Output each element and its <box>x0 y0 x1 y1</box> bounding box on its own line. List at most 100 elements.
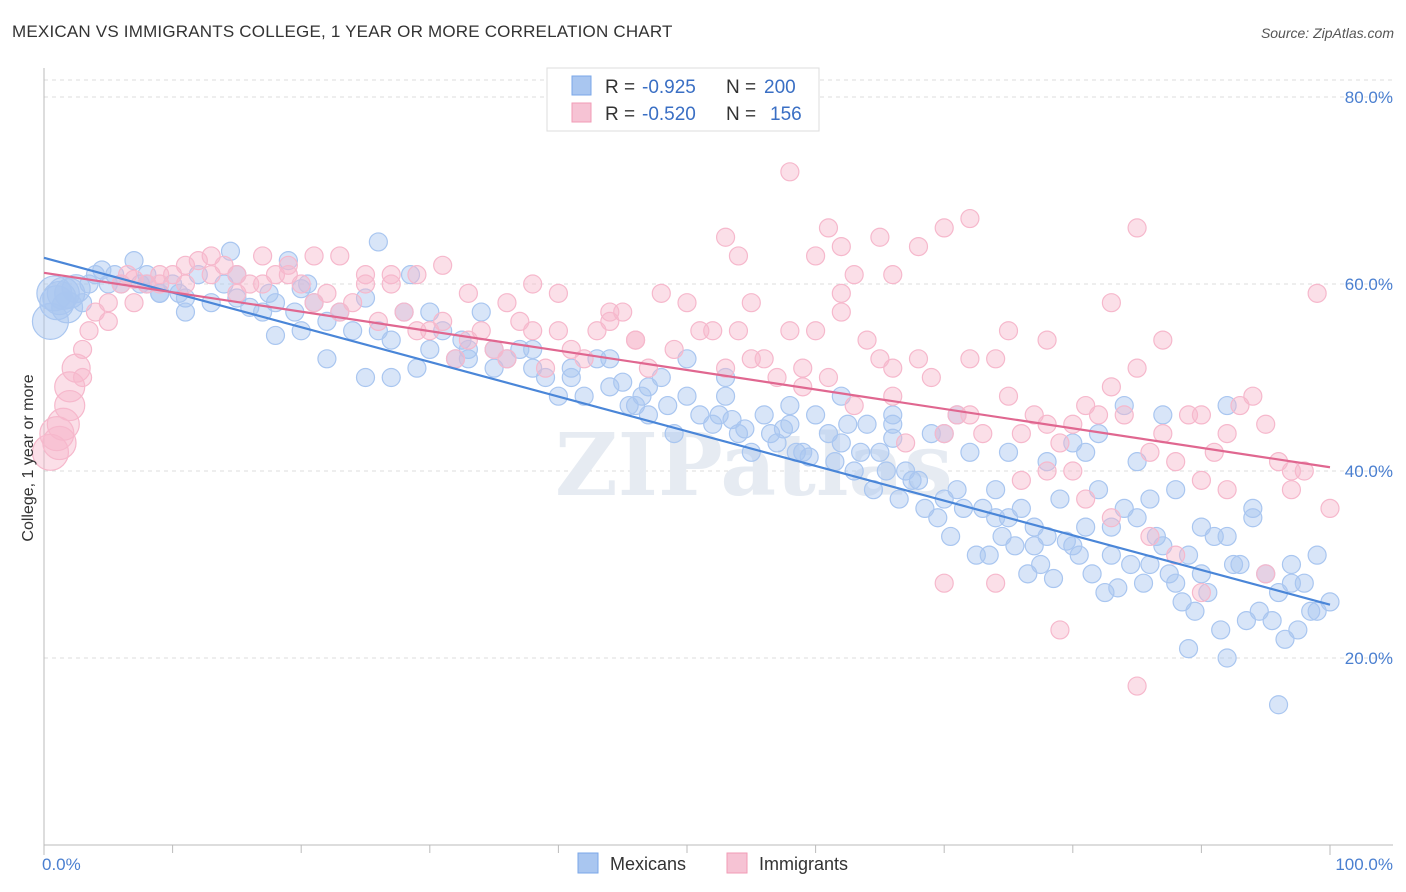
mexicans-point <box>1281 573 1302 593</box>
immigrants-point <box>728 321 749 341</box>
mexicans-point <box>600 377 620 397</box>
mexicans-point <box>767 433 787 453</box>
legend-box <box>546 67 820 132</box>
mexicans-point <box>1050 489 1070 509</box>
mexicans-point <box>1121 554 1141 575</box>
mexicans-point <box>902 470 922 490</box>
immigrants-point <box>79 321 99 341</box>
immigrants-point <box>46 407 80 441</box>
mexicans-point <box>1076 517 1096 537</box>
mexicans-point <box>805 405 826 425</box>
immigrants-point <box>201 246 221 266</box>
immigrants-point <box>1217 480 1237 500</box>
immigrants-point <box>510 311 530 331</box>
mexicans-point <box>986 508 1006 528</box>
mexicans-point <box>1243 498 1263 518</box>
mexicans-point <box>1108 578 1128 598</box>
bottom-legend-label-mexicans: Mexicans <box>610 854 686 874</box>
immigrants-point <box>1230 395 1250 416</box>
mexicans-point <box>1217 648 1237 668</box>
immigrants-point <box>407 265 427 285</box>
mexicans-point <box>1268 695 1289 715</box>
immigrants-point <box>227 265 247 285</box>
immigrants-point <box>214 255 234 275</box>
mexicans-point <box>754 405 774 425</box>
mexicans-point <box>773 419 794 439</box>
immigrants-point <box>600 311 620 331</box>
immigrants-point <box>497 349 517 369</box>
mexicans-point <box>870 442 890 462</box>
immigrants-point <box>664 339 684 360</box>
mexicans-point <box>1198 582 1218 603</box>
y-tick-label-60: 60.0% <box>1345 275 1393 294</box>
immigrants-point <box>1050 433 1070 453</box>
immigrants-point <box>278 265 298 285</box>
immigrants-point <box>1217 424 1237 444</box>
mexicans-point <box>259 283 279 303</box>
immigrants-point <box>72 367 93 388</box>
immigrants-point <box>741 293 761 313</box>
immigrants-point <box>818 367 839 388</box>
mexicans-point <box>1249 601 1269 621</box>
immigrants-point <box>1076 395 1096 416</box>
mexicans-point <box>1262 610 1282 631</box>
mexicans-point <box>420 339 440 360</box>
legend-r-value-1: -0.925 <box>642 77 696 98</box>
immigrants-point <box>728 246 749 266</box>
immigrants-point <box>960 405 980 425</box>
immigrants-point <box>1101 293 1121 313</box>
immigrants-point <box>535 358 556 378</box>
immigrants-point <box>355 265 376 285</box>
legend: R = -0.925 N = 200 R = -0.520 N = 156 <box>546 67 820 132</box>
mexicans-point <box>1178 639 1199 659</box>
y-tick-labels: 20.0% 40.0% 60.0% 80.0% <box>1345 88 1393 668</box>
immigrants-point <box>98 293 118 313</box>
immigrants-point <box>934 424 954 444</box>
immigrants-point <box>960 208 980 229</box>
mexicans-point <box>998 442 1019 462</box>
immigrants-point <box>1088 405 1109 425</box>
mexicans-point <box>799 447 819 467</box>
mexicans-point <box>1018 564 1038 584</box>
x-tick-labels: 0.0% 100.0% <box>42 855 1393 874</box>
immigrants-point <box>1191 582 1212 603</box>
mexicans-point <box>908 470 929 490</box>
mexicans-point <box>220 241 241 261</box>
mexicans-point <box>1005 536 1025 556</box>
mexicans-point <box>915 498 935 518</box>
source-credit: Source: ZipAtlas.com <box>1260 25 1394 41</box>
immigrants-point <box>343 293 363 313</box>
mexicans-point <box>851 442 871 462</box>
immigrants-point <box>613 302 633 322</box>
immigrants-point <box>1140 526 1160 547</box>
mexicans-point <box>625 395 646 416</box>
mexicans-point <box>1307 545 1327 565</box>
mexicans-point <box>1114 498 1134 518</box>
bottom-legend-label-immigrants: Immigrants <box>759 854 848 874</box>
mexicans-point <box>298 274 318 294</box>
mexicans-point <box>355 367 376 388</box>
immigrants-point <box>754 349 774 369</box>
immigrants-point <box>805 246 826 266</box>
mexicans-point <box>703 414 723 434</box>
mexicans-point <box>889 489 909 509</box>
mexicans-point <box>1275 629 1295 649</box>
mexicans-point <box>1031 554 1051 575</box>
immigrants-point <box>831 302 851 322</box>
mexicans-point <box>368 232 388 252</box>
mexicans-point <box>1301 601 1321 621</box>
immigrants-point <box>1256 564 1276 584</box>
mexicans-point <box>677 386 697 406</box>
immigrants-point <box>883 265 903 285</box>
immigrants-point <box>638 358 659 378</box>
mexicans-point <box>420 302 440 322</box>
immigrants-point <box>1191 470 1212 490</box>
immigrants-point <box>1101 377 1121 397</box>
mexicans-point <box>1153 536 1173 556</box>
x-tick-label-max: 100.0% <box>1335 855 1393 874</box>
immigrants-point <box>831 283 851 303</box>
mexicans-point <box>1236 610 1257 631</box>
immigrants-point <box>201 265 221 285</box>
immigrants-trend-line <box>43 271 1331 469</box>
